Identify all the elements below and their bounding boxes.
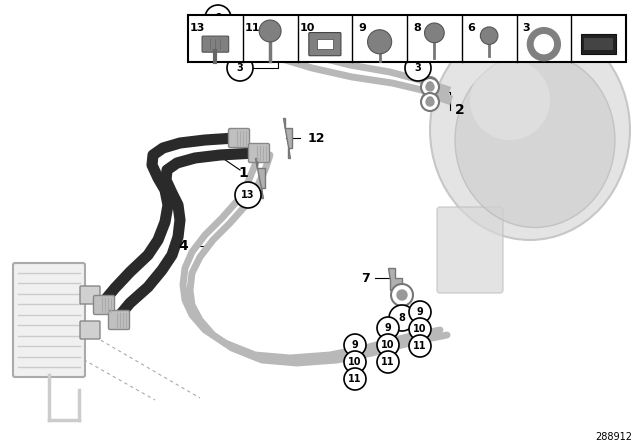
Circle shape (377, 334, 399, 356)
Polygon shape (283, 118, 292, 158)
FancyBboxPatch shape (228, 129, 250, 147)
Circle shape (227, 55, 253, 81)
Text: 10: 10 (413, 324, 427, 334)
Text: 11: 11 (245, 23, 260, 33)
Text: 8: 8 (399, 313, 405, 323)
Circle shape (422, 77, 438, 93)
Circle shape (426, 98, 434, 106)
Polygon shape (255, 158, 265, 198)
Text: 9: 9 (417, 307, 424, 317)
Circle shape (235, 182, 261, 208)
Text: 5: 5 (282, 48, 291, 61)
Text: 3: 3 (522, 23, 530, 33)
Circle shape (409, 335, 431, 357)
Text: 10: 10 (348, 357, 362, 367)
Text: 12: 12 (308, 132, 326, 145)
Text: 10: 10 (300, 23, 315, 33)
Text: 9: 9 (351, 340, 358, 350)
FancyBboxPatch shape (584, 38, 613, 50)
Text: 10: 10 (381, 340, 395, 350)
Text: 9: 9 (358, 23, 366, 33)
Text: 2: 2 (455, 103, 465, 117)
Circle shape (397, 290, 407, 300)
FancyBboxPatch shape (581, 34, 616, 54)
Ellipse shape (470, 60, 550, 140)
Text: 4: 4 (179, 239, 188, 253)
Circle shape (344, 368, 366, 390)
Text: 13: 13 (241, 190, 255, 200)
Text: 9: 9 (385, 323, 392, 333)
FancyBboxPatch shape (80, 321, 100, 339)
FancyBboxPatch shape (309, 33, 341, 56)
Circle shape (427, 97, 433, 103)
Circle shape (259, 20, 281, 42)
Circle shape (421, 93, 439, 111)
FancyBboxPatch shape (317, 39, 333, 49)
Circle shape (481, 27, 498, 44)
Circle shape (377, 351, 399, 373)
FancyBboxPatch shape (437, 207, 503, 293)
Text: 13: 13 (190, 23, 205, 33)
Ellipse shape (430, 20, 630, 240)
Circle shape (344, 334, 366, 356)
Circle shape (205, 5, 231, 31)
FancyBboxPatch shape (202, 36, 228, 52)
Circle shape (421, 78, 439, 96)
Text: 1: 1 (238, 166, 248, 180)
Circle shape (422, 92, 438, 108)
Circle shape (212, 44, 228, 60)
Circle shape (377, 317, 399, 339)
Polygon shape (388, 268, 402, 290)
Circle shape (426, 83, 434, 91)
Circle shape (212, 29, 228, 45)
FancyBboxPatch shape (93, 296, 115, 314)
Text: 11: 11 (381, 357, 395, 367)
Text: 288912: 288912 (595, 432, 632, 442)
FancyBboxPatch shape (13, 263, 85, 377)
Circle shape (409, 301, 431, 323)
Circle shape (409, 318, 431, 340)
FancyBboxPatch shape (248, 143, 269, 163)
Circle shape (221, 47, 228, 53)
Text: 3: 3 (237, 63, 243, 73)
Circle shape (391, 284, 413, 306)
FancyBboxPatch shape (188, 15, 626, 62)
Text: 6: 6 (468, 23, 476, 33)
Circle shape (367, 30, 392, 54)
Ellipse shape (455, 52, 615, 228)
Circle shape (217, 42, 233, 58)
Text: 3: 3 (415, 63, 421, 73)
Text: 11: 11 (348, 374, 362, 384)
Text: 7: 7 (361, 271, 370, 284)
Text: 6: 6 (214, 13, 221, 23)
Circle shape (389, 305, 415, 331)
Text: 11: 11 (413, 341, 427, 351)
Circle shape (344, 351, 366, 373)
Circle shape (424, 23, 444, 43)
FancyBboxPatch shape (80, 286, 100, 304)
Circle shape (427, 82, 433, 88)
Circle shape (530, 30, 557, 58)
Circle shape (405, 55, 431, 81)
FancyBboxPatch shape (109, 310, 129, 329)
Text: 8: 8 (413, 23, 420, 33)
